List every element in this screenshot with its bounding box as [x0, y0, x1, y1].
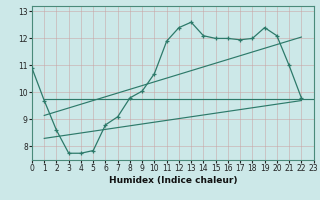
X-axis label: Humidex (Indice chaleur): Humidex (Indice chaleur): [108, 176, 237, 185]
